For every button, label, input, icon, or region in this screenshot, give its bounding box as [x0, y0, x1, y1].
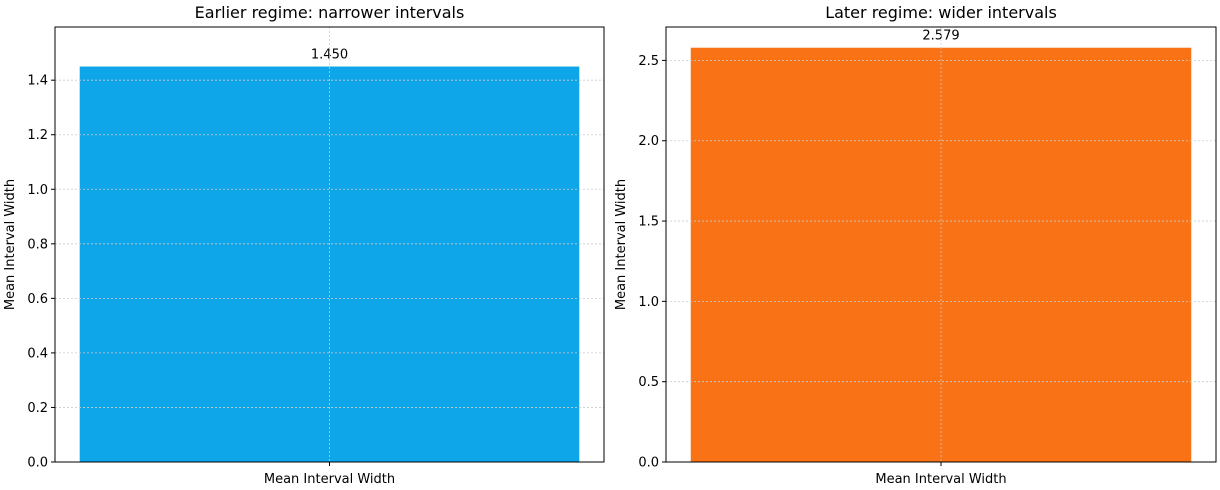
- y-tick-label: 0.0: [27, 456, 48, 471]
- y-tick-label: 0.4: [27, 346, 48, 361]
- y-axis-label: Mean Interval Width: [3, 179, 18, 310]
- y-tick-label: 0.0: [638, 456, 659, 471]
- x-tick-label: Mean Interval Width: [875, 472, 1006, 487]
- x-tick-label: Mean Interval Width: [264, 472, 395, 487]
- y-tick-label: 2.5: [638, 54, 659, 69]
- y-tick-label: 1.2: [27, 128, 48, 143]
- chart-title: Earlier regime: narrower intervals: [195, 3, 465, 22]
- y-tick-label: 1.4: [27, 74, 48, 89]
- y-tick-label: 0.2: [27, 401, 48, 416]
- y-tick-label: 0.6: [27, 292, 48, 307]
- y-tick-label: 1.5: [638, 215, 659, 230]
- y-tick-label: 0.8: [27, 237, 48, 252]
- y-tick-label: 1.0: [27, 183, 48, 198]
- chart-title: Later regime: wider intervals: [825, 3, 1057, 22]
- y-tick-label: 2.0: [638, 134, 659, 149]
- y-axis-label: Mean Interval Width: [614, 179, 629, 310]
- y-tick-label: 1.0: [638, 295, 659, 310]
- y-tick-label: 0.5: [638, 375, 659, 390]
